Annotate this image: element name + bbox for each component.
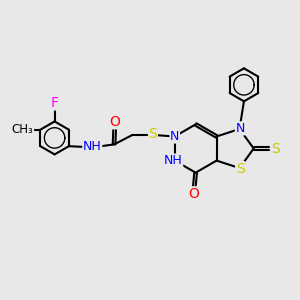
Text: F: F	[51, 96, 58, 110]
Text: O: O	[189, 187, 200, 201]
Text: S: S	[148, 128, 157, 141]
Text: N: N	[236, 122, 245, 135]
Text: NH: NH	[164, 154, 183, 167]
Text: NH: NH	[83, 140, 102, 153]
Text: N: N	[170, 130, 179, 143]
Text: S: S	[271, 142, 280, 155]
Text: O: O	[109, 115, 120, 129]
Text: CH₃: CH₃	[12, 123, 34, 136]
Text: S: S	[236, 162, 244, 176]
